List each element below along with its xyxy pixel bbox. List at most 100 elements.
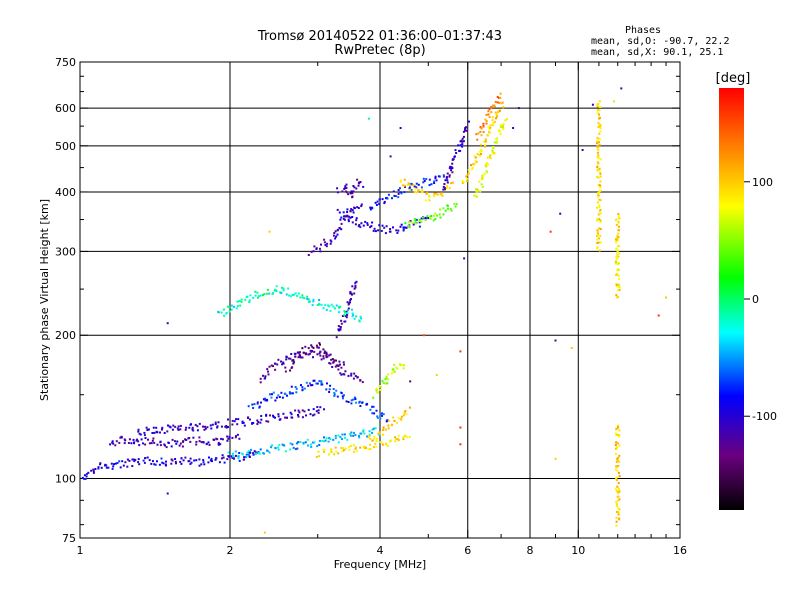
trace-point <box>368 433 371 436</box>
trace-point <box>489 155 491 158</box>
trace-point <box>234 450 237 453</box>
trace-point <box>333 307 336 310</box>
trace-point <box>137 458 140 461</box>
trace-point <box>221 438 224 441</box>
trace-point <box>338 306 341 309</box>
trace-point <box>360 222 363 225</box>
trace-point <box>336 395 339 398</box>
trace-point <box>372 229 375 232</box>
trace-point <box>474 159 477 162</box>
trace-point <box>317 409 320 412</box>
trace-point <box>617 487 620 490</box>
trace-point <box>500 102 503 105</box>
trace-point <box>381 380 384 383</box>
trace-point <box>397 196 400 199</box>
trace-point <box>128 459 131 462</box>
trace-point <box>369 206 372 209</box>
trace-point <box>318 380 321 383</box>
trace-point <box>203 428 206 431</box>
trace-point <box>349 301 351 304</box>
trace-point <box>392 190 395 193</box>
trace-point <box>616 442 619 445</box>
trace-point <box>596 145 599 148</box>
trace-point <box>462 135 465 138</box>
trace-point <box>406 183 409 186</box>
trace-point <box>460 139 463 142</box>
trace-point <box>280 291 283 294</box>
trace-point <box>198 440 201 443</box>
trace-point <box>596 161 599 164</box>
trace-point <box>134 458 137 461</box>
trace-point <box>369 226 372 229</box>
trace-point <box>156 460 158 463</box>
trace-point <box>287 357 290 360</box>
trace-point <box>495 137 498 140</box>
trace-point <box>597 192 600 195</box>
trace-point <box>259 377 262 380</box>
trace-point <box>617 278 620 280</box>
trace-point <box>432 219 435 222</box>
trace-point <box>339 305 342 308</box>
trace-point <box>407 225 410 227</box>
trace-point <box>333 359 336 362</box>
trace-point <box>209 424 212 427</box>
trace-point <box>466 180 468 183</box>
trace-point <box>323 436 325 439</box>
trace-point <box>598 184 601 187</box>
trace-point <box>254 451 257 454</box>
trace-point <box>381 412 383 415</box>
trace-point <box>325 245 328 248</box>
trace-point <box>596 229 599 232</box>
trace-point <box>325 353 328 356</box>
trace-point <box>320 303 323 306</box>
trace-point <box>353 287 356 290</box>
trace-point <box>143 461 146 464</box>
trace-point <box>297 356 300 359</box>
trace-point <box>230 308 233 311</box>
trace-point <box>305 414 307 417</box>
trace-point <box>328 362 331 365</box>
trace-point <box>215 457 217 460</box>
trace-point <box>415 182 418 185</box>
trace-point <box>249 294 252 297</box>
trace-point <box>147 438 149 441</box>
trace-point <box>446 172 449 175</box>
trace-point <box>135 439 138 442</box>
trace-point <box>128 438 131 441</box>
trace-point <box>146 456 149 459</box>
trace-point <box>405 436 408 439</box>
trace-point <box>275 285 278 288</box>
trace-point <box>473 163 476 166</box>
trace-point <box>85 475 88 478</box>
trace-point <box>339 372 342 375</box>
trace-point <box>138 432 141 435</box>
trace-point <box>350 402 353 405</box>
trace-point <box>369 408 372 411</box>
trace-point <box>200 463 203 466</box>
trace-point <box>596 105 599 108</box>
trace-point <box>315 410 318 413</box>
trace-point <box>464 129 467 132</box>
trace-point <box>597 241 600 244</box>
trace-point <box>330 358 333 361</box>
trace-point <box>408 221 411 224</box>
trace-point <box>274 399 277 402</box>
trace-point <box>263 293 266 296</box>
trace-point <box>391 372 394 375</box>
trace-point <box>377 229 380 232</box>
trace-point <box>394 436 397 439</box>
trace-point <box>175 462 177 465</box>
trace-point <box>324 439 327 442</box>
trace-point <box>422 181 425 184</box>
trace-point <box>294 353 297 355</box>
trace-point <box>264 399 267 402</box>
trace-point <box>402 226 405 229</box>
trace-point <box>617 424 620 427</box>
trace-point <box>385 428 387 431</box>
trace-point <box>615 517 618 519</box>
trace-point <box>385 197 387 200</box>
trace-point <box>428 195 431 198</box>
trace-point <box>408 226 411 229</box>
trace-point <box>124 461 127 464</box>
trace-point <box>349 299 352 302</box>
